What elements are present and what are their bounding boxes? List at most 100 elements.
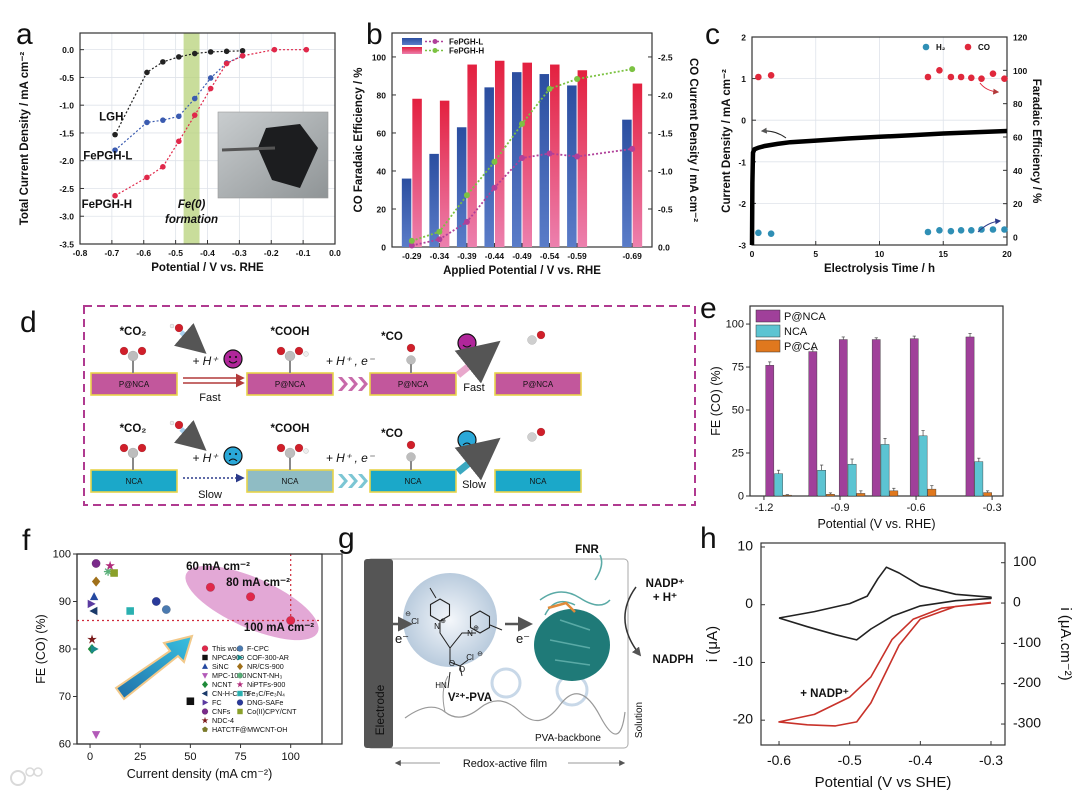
y-tick-label: 50 <box>732 405 744 417</box>
data-point <box>408 237 415 244</box>
oxygen-atom <box>174 323 184 333</box>
fe-point-H₂ <box>924 228 932 236</box>
series-label: FePGH-L <box>83 151 132 163</box>
bar-P@CA <box>983 492 992 497</box>
x-tick-label: -0.49 <box>512 251 532 261</box>
x-tick-label: -0.4 <box>908 752 932 768</box>
data-point <box>144 174 150 181</box>
rate-label: Slow <box>198 489 222 501</box>
atom-label: O <box>459 665 465 674</box>
y-tick-label: 100 <box>726 319 744 331</box>
bar-NCA <box>817 470 826 497</box>
panel-label-e: e <box>700 292 717 325</box>
x-tick-label: -0.2 <box>264 248 279 258</box>
x-tick-label: 0.0 <box>329 248 341 258</box>
y-tick-label: 0 <box>741 116 746 126</box>
panel-d-mechanism-diagram: P@NCA P@NCA P@NCA P@NCA *CO₂ + H⁺ Fast *COOH + H… <box>83 305 696 506</box>
substrate-label: NADP⁺ <box>646 578 685 590</box>
trend-arrow <box>114 634 194 701</box>
x-tick-label: -0.54 <box>540 251 560 261</box>
rate-label: Fast <box>199 392 220 404</box>
y-tick-label: -0.5 <box>59 73 74 83</box>
eye <box>234 355 238 359</box>
fe-point-H₂ <box>989 226 997 233</box>
panel-label-g: g <box>338 522 355 555</box>
y-tick-label: 0.0 <box>62 45 74 55</box>
x-axis-title: Potential / V vs. RHE <box>151 262 264 274</box>
series-label: LGH <box>99 112 123 124</box>
legend-swatch <box>755 324 781 338</box>
legend-label: FePGH-H <box>449 47 484 56</box>
data-point <box>176 54 182 60</box>
species-label: *COOH <box>271 326 310 338</box>
band-label: formation <box>165 214 218 226</box>
fe-point-H₂ <box>755 229 762 237</box>
carbon-atom <box>284 447 296 459</box>
y-tick-label: 25 <box>732 448 744 460</box>
fe-point-H₂ <box>936 227 943 234</box>
sad-face-icon <box>223 446 243 466</box>
x-tick-label: -0.69 <box>622 251 642 261</box>
bar-FePGH-L <box>429 153 439 247</box>
y-tick-label: 0 <box>381 243 386 253</box>
data-point <box>191 50 198 57</box>
data-point <box>160 164 166 170</box>
point-NiPTFs-900 <box>105 560 115 570</box>
fe-point-CO <box>767 72 775 79</box>
chevron-icon <box>358 377 368 391</box>
y-axis-title: Current Density / mA cm⁻² <box>721 69 733 213</box>
substrate-label: P@NCA <box>119 380 150 389</box>
atom-label: HN <box>435 681 447 690</box>
electrode-label: Electrode <box>373 684 387 735</box>
water-arrow <box>174 419 207 451</box>
oxygen-atom <box>406 440 416 450</box>
x-tick-label: -0.8 <box>73 248 88 258</box>
substrate-label: + H⁺ <box>653 592 677 604</box>
data-point <box>491 184 498 191</box>
point-NPCA900 <box>186 697 195 706</box>
substrate-label: NCA <box>405 477 423 486</box>
legend-marker <box>202 726 208 732</box>
pva-backbone-chain <box>404 693 626 735</box>
bar-FePGH-H <box>439 100 450 247</box>
y-tick-label: 70 <box>59 691 71 703</box>
y2-tick-label: -1.0 <box>658 166 673 176</box>
plot-frame-extended <box>76 553 343 745</box>
data-point <box>160 117 166 123</box>
legend-marker <box>202 680 208 689</box>
x-axis-title: Current density (mA cm⁻²) <box>127 767 273 781</box>
bar-FePGH-L <box>622 119 632 247</box>
legend-marker <box>202 654 208 661</box>
legend-marker <box>202 699 209 706</box>
backbone-label: PVA-backbone <box>535 733 601 744</box>
bar-FePGH-L <box>401 178 412 247</box>
oxygen-atom <box>137 346 147 356</box>
bar-FePGH-H <box>522 62 532 247</box>
legend-label: CO <box>978 43 990 52</box>
bar-P@CA <box>889 490 899 497</box>
legend-label: NR/CS-900 <box>247 662 284 671</box>
y-axis-title: i (μA) <box>704 626 721 662</box>
y-tick-label: 75 <box>732 362 744 374</box>
fe-point-CO <box>1001 75 1008 82</box>
y-axis-title: CO Faradaic Efficiency / % <box>353 67 365 212</box>
substrate-label: NCA <box>126 477 144 486</box>
data-point <box>176 113 182 120</box>
fe0-formation-band <box>183 33 200 244</box>
line-FePGH-L <box>411 148 633 247</box>
oxygen-atom <box>294 443 304 453</box>
y-tick-label: -2 <box>738 199 746 209</box>
x-tick-label: -0.5 <box>838 752 862 768</box>
oxygen-atom <box>119 443 129 453</box>
substrate-label: NCA <box>282 477 300 486</box>
bar-P@CA <box>856 493 866 497</box>
step-label: + H⁺ , e⁻ <box>326 451 376 465</box>
data-point <box>144 119 150 126</box>
bar-P@NCA <box>765 365 775 497</box>
bar-NCA <box>918 435 928 497</box>
legend-marker <box>201 716 209 724</box>
oxygen-atom <box>536 427 546 437</box>
y-tick-label: 10 <box>737 537 753 553</box>
data-point <box>629 145 636 152</box>
